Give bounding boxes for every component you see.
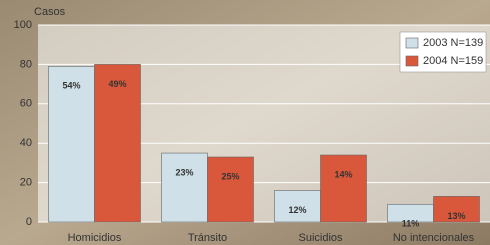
- x-tick-label: Homicidios: [68, 232, 122, 244]
- bar-share-label: 12%: [288, 205, 306, 215]
- bar-share-label: 11%: [402, 219, 420, 229]
- y-tick-label: 40: [20, 137, 32, 149]
- x-tick-label: Suicidios: [298, 232, 343, 244]
- y-axis-label: Casos: [34, 6, 66, 18]
- bar-share-label: 13%: [447, 211, 465, 221]
- bar-share-label: 49%: [108, 79, 126, 89]
- bar: [162, 153, 208, 222]
- y-tick-label: 80: [20, 58, 32, 70]
- y-tick-label: 0: [26, 216, 32, 228]
- bar-share-label: 14%: [334, 169, 352, 179]
- legend-label: 2004 N=159: [423, 55, 483, 67]
- x-tick-label: No intencionales: [393, 232, 475, 244]
- legend-swatch: [406, 38, 418, 48]
- bar: [321, 155, 367, 222]
- bar: [208, 157, 254, 222]
- bar-share-label: 54%: [62, 81, 80, 91]
- bar-share-label: 25%: [221, 171, 239, 181]
- y-tick-label: 60: [20, 98, 32, 110]
- y-tick-label: 100: [14, 19, 32, 31]
- bar-share-label: 23%: [175, 167, 193, 177]
- legend-swatch: [406, 56, 418, 66]
- chart: Casos 0 20 40 60 80 100 Homicidios 54% 49% Tránsi…: [0, 0, 490, 245]
- x-tick-label: Tránsito: [188, 232, 227, 244]
- y-tick-label: 20: [20, 177, 32, 189]
- legend-label: 2003 N=139: [423, 37, 483, 49]
